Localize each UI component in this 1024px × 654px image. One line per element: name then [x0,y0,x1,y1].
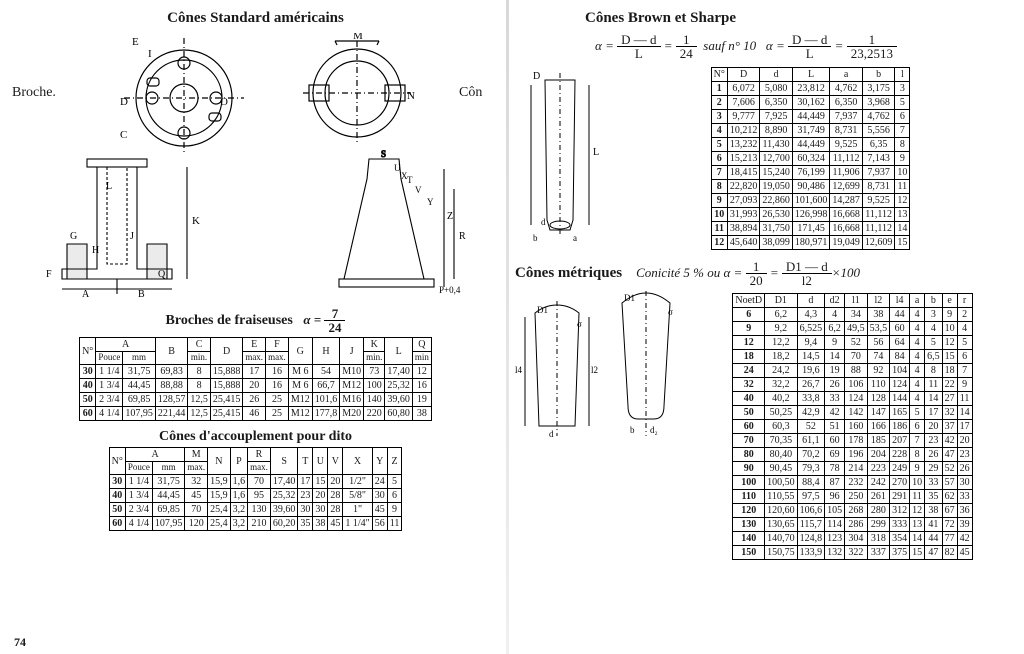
metric-taper-figures: D1 σ l4 l2 d D1 σ b d₂ [515,291,689,446]
broche-label: Broche. [12,85,72,101]
m-dim-l4: l4 [515,365,523,375]
dim-X: X [401,171,408,181]
m-dim-d: d [549,429,554,439]
dim-E: E [132,36,139,48]
table-brown-sharpe: N°DdLabl16,0725,08023,8124,7623,175327,6… [711,67,911,250]
dim-A: A [82,289,90,299]
m2-dim-sigma: σ [668,307,673,317]
dim-Q: Q [158,269,166,280]
title-american-cones: Cônes Standard américains [12,10,499,27]
dim-U: U [394,163,401,173]
dim-H: H [92,245,99,256]
broche-elevation-icon: G J K L F Q A B H [12,149,242,299]
dim-Y: Y [427,197,434,207]
dim-T: T [407,175,413,185]
bs-dim-D: D [533,71,540,82]
bs-taper-icon: D L b a d [515,65,605,245]
title-metric: Cônes métriques [515,265,622,282]
dim-D: D [120,96,128,108]
dim-O: O [220,96,228,108]
dim-P: P+0,4 [439,285,461,295]
page-number: 74 [14,635,26,650]
sub-broches-text: Broches de fraiseuses [166,313,293,328]
table-metric: NoetDD1dd2l1l2l4aber66,24,34343844439299… [732,293,972,560]
cone-label: Côn [459,85,499,101]
dim-M: M [353,33,363,42]
dim-F: F [46,269,52,280]
m2-dim-d2: d₂ [650,425,658,435]
dim-B: B [138,289,145,299]
dim-N: N [407,90,415,102]
m2-dim-b: b [630,425,635,435]
metric-formula: Conicité 5 % ou α = 120 = D1 — dl2×100 [636,260,860,288]
m2-dim-D1: D1 [624,293,635,303]
bs-dim-L: L [593,147,599,158]
title-brown-sharpe: Cônes Brown et Sharpe [585,10,1016,27]
dim-R: R [459,231,466,242]
table-broches: N°ABCDEFGHJKLQPoucemmmin.max.max.min.min… [79,337,432,421]
m-dim-sigma: σ [577,319,582,329]
bs-dim-d: d [541,217,546,227]
bs-dim-b: b [533,233,538,243]
cone-elevation-icon: S T V Y Z R P+0,4 U X [279,149,499,299]
flange-top-view-icon: E I D C O [114,33,254,153]
m-dim-D1: D1 [537,305,548,315]
dim-K: K [192,215,200,227]
dim-I: I [148,48,152,60]
dim-V: V [415,185,422,195]
left-column: Cônes Standard américains Broche. E I D … [0,0,505,654]
dim-Z: Z [447,211,453,222]
m-dim-l2: l2 [591,365,598,375]
right-column: Cônes Brown et Sharpe α = D — dL = 124 s… [505,0,1024,654]
bs-formula: α = D — dL = 124 sauf n° 10 α = D — dL =… [595,33,1016,61]
subtitle-accouplement: Cônes d'accouplement pour dito [12,429,499,445]
table-accouplement: N°AMNPRSTUVXYZPoucemmmax.max.301 1/431,7… [109,447,403,531]
subtitle-broches: Broches de fraiseuses α = 724 [12,307,499,335]
page: Cônes Standard américains Broche. E I D … [0,0,1024,654]
bs-dim-a: a [573,233,577,243]
figure-row-top: Broche. E I D C O [12,33,499,153]
dim-L: L [106,181,112,192]
metric-taper-upper-icon: D1 σ l4 l2 d [515,301,600,441]
dim-J: J [130,231,134,242]
dim-C: C [120,129,127,141]
figure-row-bottom: G J K L F Q A B H S T V Y Z [12,149,499,299]
svg-text:S: S [381,149,386,159]
page-gutter [506,0,509,654]
metric-taper-lower-icon: D1 σ b d₂ [604,291,689,441]
dim-G: G [70,231,77,242]
cone-top-view-icon: M N [297,33,417,153]
